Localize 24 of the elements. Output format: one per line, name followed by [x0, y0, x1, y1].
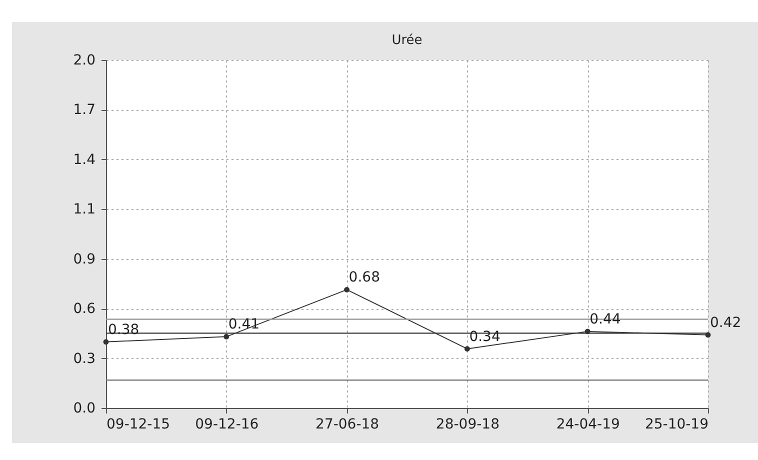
y-tick-label: 1.7 — [73, 102, 96, 118]
x-tick-label: 28-09-18 — [436, 416, 500, 432]
y-tick-label: 2.0 — [73, 52, 96, 68]
x-tick-label: 25-10-19 — [644, 416, 708, 432]
point — [103, 339, 109, 345]
data-label: 0.44 — [590, 311, 621, 328]
x-tick-label: 09-12-15 — [106, 416, 170, 432]
x-tick-label: 09-12-16 — [195, 416, 259, 432]
x-tick-label: 27-06-18 — [316, 416, 380, 432]
data-label: 0.42 — [710, 314, 742, 331]
point — [464, 346, 470, 352]
data-label: 0.68 — [348, 270, 380, 286]
chart-title: Urée — [392, 33, 422, 48]
x-tick-label: 24-04-19 — [556, 416, 620, 432]
y-tick-label: 0.9 — [73, 251, 96, 268]
data-label: 0.41 — [228, 316, 260, 333]
y-tick-label: 0.0 — [73, 400, 96, 416]
y-tick-label: 1.1 — [73, 202, 96, 218]
data-label: 0.34 — [469, 328, 500, 345]
y-tick-label: 0.3 — [73, 350, 96, 367]
y-tick-label: 1.4 — [73, 152, 96, 168]
point — [224, 334, 230, 340]
point — [344, 286, 350, 292]
y-tick-label: 0.6 — [73, 301, 96, 318]
